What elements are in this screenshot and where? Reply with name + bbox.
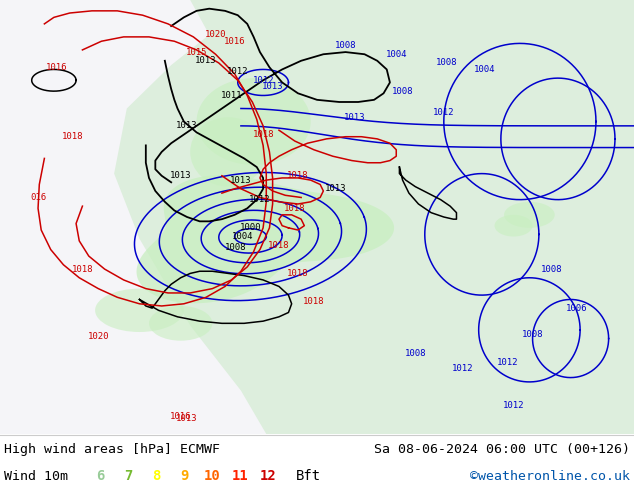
Ellipse shape [197, 78, 311, 165]
Ellipse shape [95, 289, 184, 332]
Text: 1016: 1016 [170, 412, 191, 421]
Text: 1015: 1015 [186, 48, 207, 56]
Text: 1018: 1018 [72, 265, 93, 273]
Text: 1013: 1013 [325, 184, 347, 193]
Text: 1012: 1012 [452, 365, 474, 373]
Text: 1013: 1013 [344, 113, 366, 122]
Text: 1006: 1006 [566, 304, 588, 313]
Text: 10: 10 [204, 469, 221, 483]
Text: 1004: 1004 [385, 50, 407, 59]
Text: 8: 8 [152, 469, 160, 483]
Text: 1020: 1020 [87, 332, 109, 341]
Ellipse shape [495, 215, 533, 237]
Text: 1012: 1012 [433, 108, 455, 117]
Text: 7: 7 [124, 469, 132, 483]
Polygon shape [136, 175, 394, 303]
Text: 1016: 1016 [224, 37, 245, 46]
Text: 1008: 1008 [225, 243, 247, 252]
Text: 1018: 1018 [252, 130, 274, 139]
Text: 1008: 1008 [436, 58, 458, 68]
Text: ©weatheronline.co.uk: ©weatheronline.co.uk [470, 469, 630, 483]
Text: 1013: 1013 [230, 175, 252, 185]
Text: 1013: 1013 [170, 172, 191, 180]
Text: 11: 11 [231, 469, 249, 483]
Text: Sa 08-06-2024 06:00 UTC (00+126): Sa 08-06-2024 06:00 UTC (00+126) [374, 443, 630, 456]
Text: 1008: 1008 [335, 41, 356, 50]
Text: 1018: 1018 [287, 269, 309, 278]
Text: Bft: Bft [296, 469, 321, 483]
Text: 1008: 1008 [404, 349, 426, 358]
Text: 1008: 1008 [392, 87, 413, 96]
Text: 1018: 1018 [62, 132, 84, 141]
Text: 1012: 1012 [252, 76, 274, 85]
Text: 1008: 1008 [522, 330, 543, 339]
Text: 1004: 1004 [474, 65, 496, 74]
Text: 1012: 1012 [249, 195, 271, 204]
Text: 1012: 1012 [496, 358, 518, 367]
Text: 1013: 1013 [262, 82, 283, 91]
Text: 1016: 1016 [46, 63, 68, 72]
Text: 1011: 1011 [221, 91, 242, 100]
Text: 1000: 1000 [240, 223, 261, 232]
Text: High wind areas [hPa] ECMWF: High wind areas [hPa] ECMWF [4, 443, 220, 456]
Text: 1020: 1020 [205, 30, 226, 39]
Text: 1018: 1018 [284, 204, 306, 213]
Text: 1018: 1018 [303, 297, 325, 306]
Text: 1018: 1018 [268, 241, 290, 250]
Text: 1018: 1018 [287, 172, 309, 180]
Ellipse shape [190, 117, 266, 187]
Text: 1013: 1013 [176, 415, 198, 423]
Text: 1008: 1008 [541, 265, 562, 273]
Text: 1012: 1012 [227, 67, 249, 76]
Ellipse shape [149, 306, 212, 341]
Text: 016: 016 [30, 193, 46, 202]
Text: 12: 12 [260, 469, 276, 483]
Text: 9: 9 [180, 469, 188, 483]
Text: 1013: 1013 [195, 56, 217, 65]
Text: 6: 6 [96, 469, 104, 483]
Text: 1013: 1013 [176, 122, 198, 130]
Ellipse shape [504, 202, 555, 228]
Polygon shape [0, 0, 266, 434]
Text: 1012: 1012 [503, 401, 524, 410]
Text: 1004: 1004 [232, 232, 254, 241]
Text: Wind 10m: Wind 10m [4, 469, 68, 483]
